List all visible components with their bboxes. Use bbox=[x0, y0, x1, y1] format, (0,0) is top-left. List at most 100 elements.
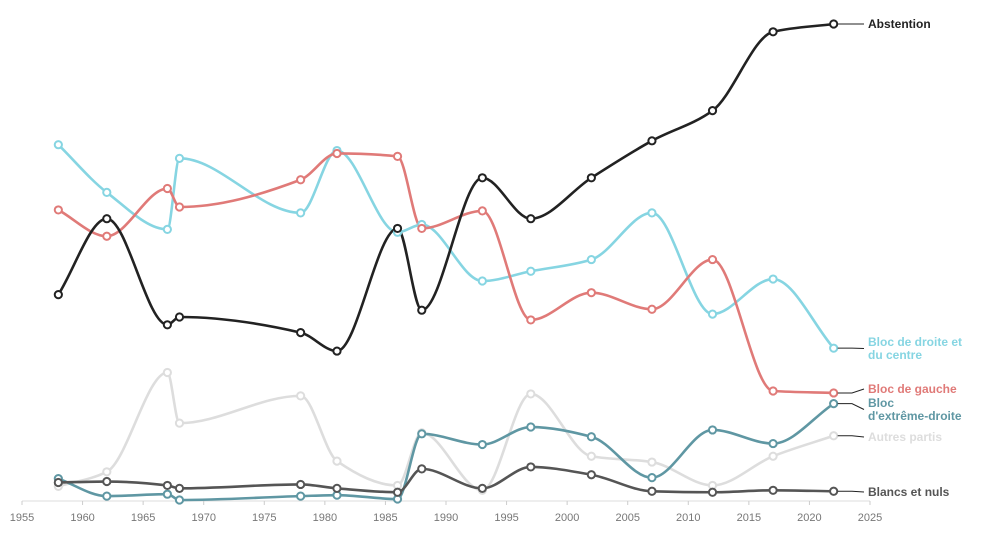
point-bloc-de-droite-et-du-centre bbox=[102, 187, 112, 198]
point-abstention bbox=[768, 27, 778, 37]
series-label-bloc-de-gauche: Bloc de gauche bbox=[868, 382, 957, 396]
point-autres-partis bbox=[768, 451, 778, 461]
x-tick-label: 2025 bbox=[858, 512, 882, 524]
point-bloc-d-extr-me-droite bbox=[296, 491, 306, 501]
point-autres-partis bbox=[162, 367, 172, 378]
series-markers bbox=[53, 19, 839, 505]
point-abstention bbox=[526, 214, 536, 224]
x-tick-label: 1975 bbox=[252, 512, 276, 524]
point-abstention bbox=[162, 320, 172, 330]
point-bloc-d-extr-me-droite bbox=[586, 432, 596, 442]
point-abstention bbox=[417, 305, 427, 315]
point-bloc-de-gauche bbox=[392, 151, 403, 161]
series-label-bloc-d-extr-me-droite: Bloc bbox=[868, 396, 894, 410]
point-abstention bbox=[332, 346, 342, 356]
x-axis-ticks: 1955 1960 1965 1970 1975 1980 1985 1990 1995 2000… bbox=[10, 501, 882, 524]
point-abstention bbox=[707, 106, 718, 116]
point-bloc-de-droite-et-du-centre bbox=[174, 153, 185, 163]
point-bloc-de-gauche bbox=[162, 183, 172, 194]
point-bloc-de-gauche bbox=[586, 288, 596, 298]
point-bloc-d-extr-me-droite bbox=[102, 491, 112, 501]
point-bloc-de-droite-et-du-centre bbox=[586, 254, 596, 265]
point-bloc-de-gauche bbox=[174, 202, 185, 212]
point-bloc-de-gauche bbox=[768, 386, 778, 396]
series-label-bloc-de-droite-et-du-centre: Bloc de droite et bbox=[868, 335, 962, 349]
point-blancs-et-nuls bbox=[296, 479, 306, 490]
point-autres-partis bbox=[174, 418, 185, 428]
x-tick-label: 1990 bbox=[434, 512, 458, 524]
point-bloc-de-gauche bbox=[477, 206, 487, 216]
point-autres-partis bbox=[647, 457, 657, 467]
point-blancs-et-nuls bbox=[102, 476, 112, 487]
point-bloc-de-gauche bbox=[526, 315, 536, 325]
point-bloc-d-extr-me-droite bbox=[174, 495, 185, 505]
point-abstention bbox=[477, 173, 487, 183]
point-bloc-de-droite-et-du-centre bbox=[162, 224, 172, 235]
point-bloc-d-extr-me-droite bbox=[526, 422, 536, 432]
point-autres-partis bbox=[526, 389, 536, 399]
point-blancs-et-nuls bbox=[477, 483, 487, 493]
point-bloc-de-gauche bbox=[332, 148, 342, 159]
point-abstention bbox=[647, 136, 657, 146]
point-bloc-d-extr-me-droite bbox=[707, 425, 718, 435]
x-tick-label: 1970 bbox=[191, 512, 215, 524]
point-bloc-de-droite-et-du-centre bbox=[477, 276, 487, 286]
point-bloc-de-gauche bbox=[53, 205, 63, 215]
x-tick-label: 1995 bbox=[494, 512, 518, 524]
point-bloc-de-droite-et-du-centre bbox=[829, 343, 839, 353]
point-blancs-et-nuls bbox=[829, 486, 839, 496]
x-tick-label: 2020 bbox=[797, 512, 821, 524]
point-bloc-de-gauche bbox=[707, 254, 718, 265]
point-bloc-de-gauche bbox=[102, 231, 112, 241]
x-tick-label: 1955 bbox=[10, 512, 34, 524]
point-bloc-de-gauche bbox=[647, 304, 657, 314]
point-bloc-de-droite-et-du-centre bbox=[647, 208, 657, 218]
point-autres-partis bbox=[829, 431, 839, 441]
point-abstention bbox=[392, 223, 403, 234]
point-abstention bbox=[586, 173, 596, 183]
point-abstention bbox=[102, 214, 112, 224]
series-label-abstention: Abstention bbox=[868, 17, 931, 31]
x-tick-label: 1960 bbox=[70, 512, 94, 524]
point-bloc-de-droite-et-du-centre bbox=[53, 140, 63, 150]
point-blancs-et-nuls bbox=[707, 487, 718, 497]
point-autres-partis bbox=[332, 456, 342, 466]
point-bloc-de-droite-et-du-centre bbox=[296, 208, 306, 218]
connector-autres-partis bbox=[837, 435, 865, 438]
point-bloc-de-droite-et-du-centre bbox=[526, 266, 536, 276]
point-bloc-d-extr-me-droite bbox=[647, 473, 657, 483]
point-bloc-d-extr-me-droite bbox=[477, 439, 487, 450]
point-blancs-et-nuls bbox=[162, 480, 172, 491]
point-bloc-de-droite-et-du-centre bbox=[768, 274, 778, 284]
point-abstention bbox=[53, 290, 63, 300]
point-blancs-et-nuls bbox=[174, 483, 185, 493]
x-tick-label: 2005 bbox=[615, 512, 639, 524]
x-tick-label: 1985 bbox=[373, 512, 397, 524]
point-autres-partis bbox=[296, 391, 306, 401]
point-bloc-d-extr-me-droite bbox=[417, 429, 427, 439]
point-bloc-d-extr-me-droite bbox=[829, 399, 839, 409]
line-blancs-et-nuls bbox=[57, 465, 835, 494]
point-bloc-de-gauche bbox=[417, 223, 427, 234]
connector-blancs-et-nuls bbox=[837, 490, 865, 493]
line-bloc-de-droite-et-du-centre bbox=[57, 143, 835, 350]
x-tick-label: 1980 bbox=[313, 512, 337, 524]
point-autres-partis bbox=[102, 467, 112, 477]
point-bloc-de-gauche bbox=[296, 175, 306, 185]
x-tick-label: 2015 bbox=[737, 512, 761, 524]
series-lines bbox=[57, 22, 835, 502]
point-autres-partis bbox=[586, 451, 596, 461]
point-blancs-et-nuls bbox=[647, 486, 657, 496]
connector-bloc-d-extr-me-droite bbox=[837, 403, 865, 410]
point-blancs-et-nuls bbox=[332, 483, 342, 493]
point-blancs-et-nuls bbox=[768, 485, 778, 495]
point-bloc-d-extr-me-droite bbox=[162, 489, 172, 499]
point-bloc-de-gauche bbox=[829, 388, 839, 398]
point-abstention bbox=[829, 19, 839, 29]
series-label-bloc-de-droite-et-du-centre: du centre bbox=[868, 348, 922, 362]
point-abstention bbox=[174, 312, 185, 322]
x-tick-label: 2000 bbox=[555, 512, 579, 524]
x-tick-label: 2010 bbox=[676, 512, 700, 524]
